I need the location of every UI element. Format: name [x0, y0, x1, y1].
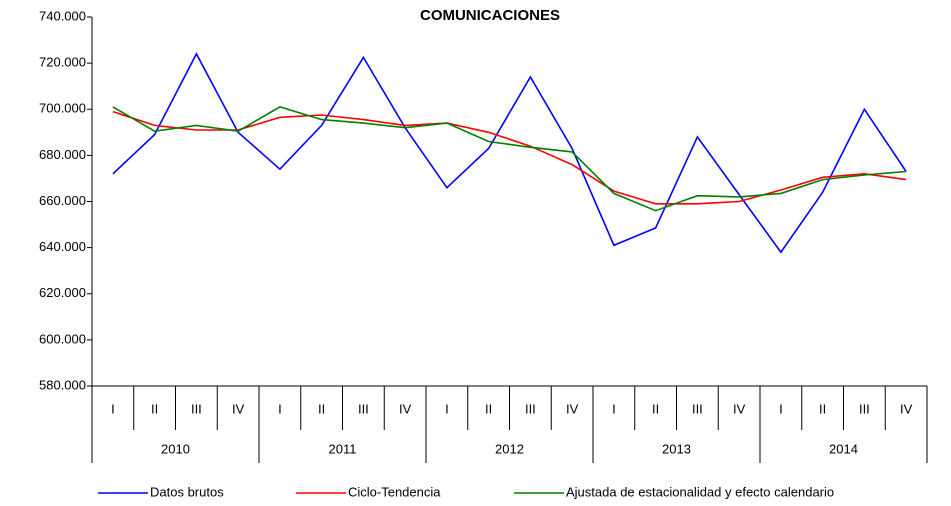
x-tick-label: I: [612, 401, 616, 416]
y-tick-label: 700.000: [39, 101, 86, 116]
x-tick-label: IV: [399, 401, 412, 416]
y-tick-label: 600.000: [39, 331, 86, 346]
y-tick-label: 720.000: [39, 55, 86, 70]
x-tick-label: I: [445, 401, 449, 416]
x-tick-label: III: [358, 401, 369, 416]
legend-label: Datos brutos: [150, 484, 224, 499]
data-line: [112, 52, 907, 254]
data-line: [112, 110, 907, 205]
x-tick-label: II: [652, 401, 659, 416]
x-tick-label: III: [525, 401, 536, 416]
y-tick-label: 680.000: [39, 147, 86, 162]
data-line: [112, 106, 907, 212]
legend-label: Ajustada de estacionalidad y efecto cale…: [566, 484, 834, 499]
x-tick-label: I: [278, 401, 282, 416]
chart-title: COMUNICACIONES: [420, 7, 560, 24]
y-tick-label: 620.000: [39, 285, 86, 300]
x-group-label: 2010: [161, 441, 190, 456]
x-group-label: 2011: [329, 441, 357, 456]
x-tick-label: II: [318, 401, 325, 416]
x-tick-label: II: [819, 401, 826, 416]
x-tick-label: IV: [566, 401, 579, 416]
y-tick-label: 660.000: [39, 193, 86, 208]
y-tick-label: 580.000: [39, 377, 86, 392]
x-tick-label: III: [859, 401, 870, 416]
x-tick-label: I: [779, 401, 783, 416]
x-group-label: 2013: [662, 441, 691, 456]
x-tick-label: IV: [232, 401, 245, 416]
x-group-label: 2012: [495, 441, 524, 456]
x-tick-label: I: [111, 401, 115, 416]
x-tick-label: II: [151, 401, 158, 416]
x-group-label: 2014: [829, 441, 858, 456]
x-tick-label: IV: [900, 401, 913, 416]
y-tick-label: 640.000: [39, 239, 86, 254]
legend-label: Ciclo-Tendencia: [348, 484, 441, 499]
y-tick-label: 740.000: [39, 8, 86, 23]
x-tick-label: III: [191, 401, 202, 416]
x-tick-label: III: [692, 401, 703, 416]
x-tick-label: IV: [733, 401, 746, 416]
x-tick-label: II: [485, 401, 492, 416]
